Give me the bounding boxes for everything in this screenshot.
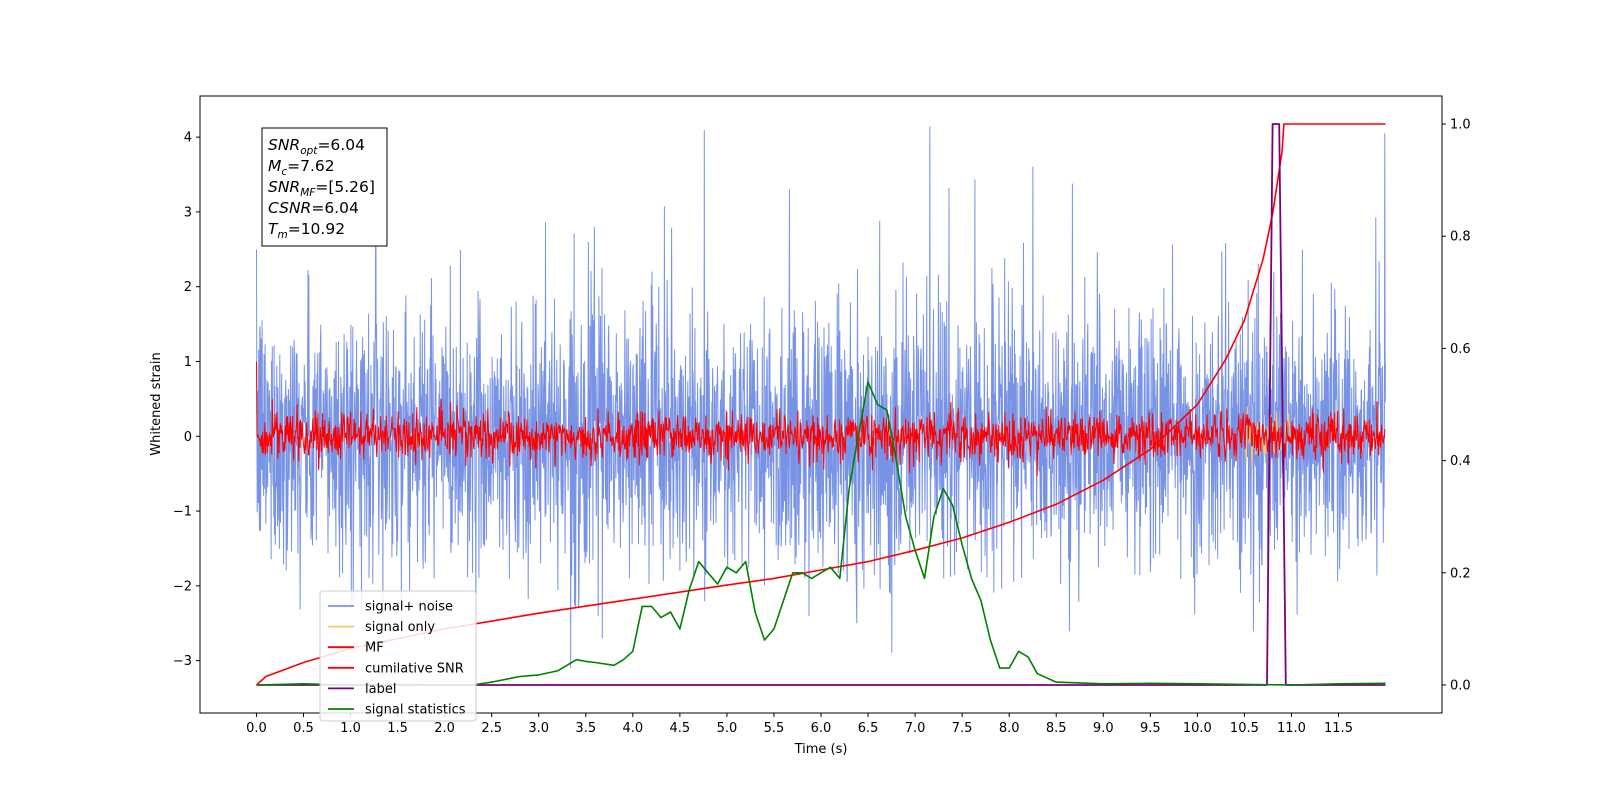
legend: signal+ noise signal only MF cumilative SNR… [319,590,477,722]
y-tick-label: 0 [184,430,192,445]
x-tick-label: 9.5 [1140,721,1161,736]
y-right-tick-label: 0.6 [1450,342,1471,357]
y-right-tick-label: 0.2 [1450,566,1471,581]
y-tick-label: −1 [173,505,192,520]
series-mf-line [256,361,1386,476]
y-tick-label: −2 [173,579,192,594]
y-tick-label: 1 [184,355,192,370]
x-tick-label: 3.5 [575,721,596,736]
x-tick-label: 8.5 [1046,721,1067,736]
y-right-tick-label: 0.4 [1450,454,1471,469]
legend-label-signal-statistics: signal statistics [365,703,466,718]
y-tick-label: 3 [184,205,192,220]
x-tick-label: 1.0 [340,721,361,736]
annotation-line: Tm=10.92 [268,220,345,241]
annotation-line: CSNR=6.04 [268,199,359,217]
x-tick-label: 5.0 [717,721,738,736]
series-signal-statistics-line [256,381,1386,686]
x-tick-label: 7.5 [952,721,973,736]
legend-label-label: label [365,682,396,697]
legend-label-signal-only: signal only [365,620,435,635]
annotation-line: SNRMF=[5.26] [268,178,375,199]
x-tick-label: 11.5 [1324,721,1353,736]
legend-label-mf: MF [365,641,384,656]
series-signal-noise-line [256,126,1386,669]
x-tick-label: 0.5 [293,721,314,736]
annotation-line: SNRopt=6.04 [268,136,365,157]
legend-label-signal-noise: signal+ noise [365,600,453,615]
x-tick-label: 2.0 [434,721,455,736]
y-tick-label: 4 [184,131,192,146]
x-axis-label: Time (s) [794,742,848,757]
x-tick-label: 4.5 [670,721,691,736]
x-tick-label: 11.0 [1277,721,1306,736]
x-tick-label: 9.0 [1093,721,1114,736]
x-tick-label: 6.0 [811,721,832,736]
x-tick-label: 4.0 [622,721,643,736]
x-tick-label: 5.5 [764,721,785,736]
x-tick-label: 1.5 [387,721,408,736]
legend-label-cumilative-snr: cumilative SNR [365,661,464,676]
y-right-tick-label: 0.0 [1450,678,1471,693]
x-tick-label: 6.5 [858,721,879,736]
y-tick-label: 2 [184,280,192,295]
x-tick-label: 10.5 [1230,721,1259,736]
y-right-tick-label: 0.8 [1450,230,1471,245]
x-tick-label: 2.5 [481,721,502,736]
axes-layer: 0.0 0.5 1.0 1.5 2.0 2.5 3.0 3.5 4.0 4.5 5.0 5.5 6.0 6… [173,118,1471,736]
x-tick-label: 10.0 [1183,721,1212,736]
x-tick-label: 7.0 [905,721,926,736]
y-tick-label: −3 [173,654,192,669]
y-right-tick-label: 1.0 [1450,118,1471,133]
x-tick-label: 8.0 [999,721,1020,736]
annotation-line: Mc=7.62 [268,157,335,178]
x-tick-label: 3.0 [528,721,549,736]
x-tick-label: 0.0 [246,721,267,736]
y-axis-label: Whitened strain [149,352,164,455]
